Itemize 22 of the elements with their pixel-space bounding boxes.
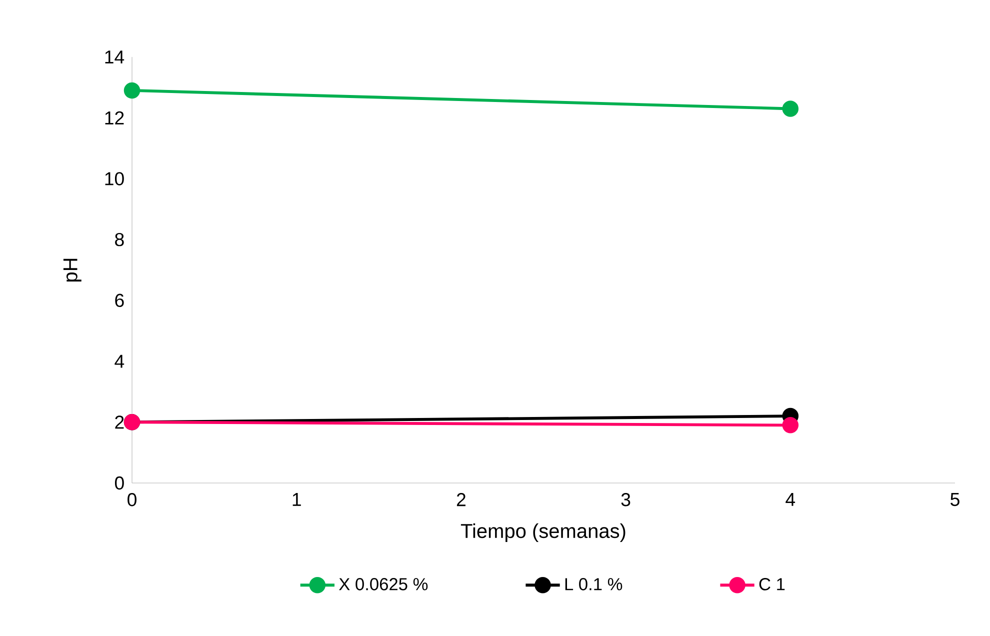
point bbox=[782, 417, 799, 434]
x-axis-title: Tiempo (semanas) bbox=[460, 523, 626, 542]
x-tick-label: 3 bbox=[621, 493, 630, 506]
x-tick-label: 5 bbox=[950, 493, 960, 506]
y-tick-label: 4 bbox=[114, 354, 124, 368]
y-tick-label: 10 bbox=[105, 172, 124, 186]
point bbox=[124, 82, 140, 99]
x-tick-label: 1 bbox=[292, 493, 301, 506]
legend-label: X 0.0625 % bbox=[339, 578, 428, 590]
x-tick-label: 2 bbox=[456, 493, 466, 506]
y-tick-label: 6 bbox=[115, 294, 124, 308]
y-tick-label: 0 bbox=[114, 476, 124, 490]
y-tick-label: 12 bbox=[105, 111, 124, 124]
point bbox=[782, 100, 799, 117]
y-axis-title: pH bbox=[63, 258, 82, 282]
y-tick-label: 8 bbox=[115, 232, 124, 246]
x-tick-label: 0 bbox=[128, 493, 136, 506]
x-tick-label: 4 bbox=[786, 493, 796, 506]
legend-label: L 0.1 % bbox=[565, 578, 622, 590]
y-tick-label: 2 bbox=[115, 416, 124, 429]
legend-label: C 1 bbox=[759, 578, 785, 590]
y-tick-label: 14 bbox=[105, 50, 124, 64]
